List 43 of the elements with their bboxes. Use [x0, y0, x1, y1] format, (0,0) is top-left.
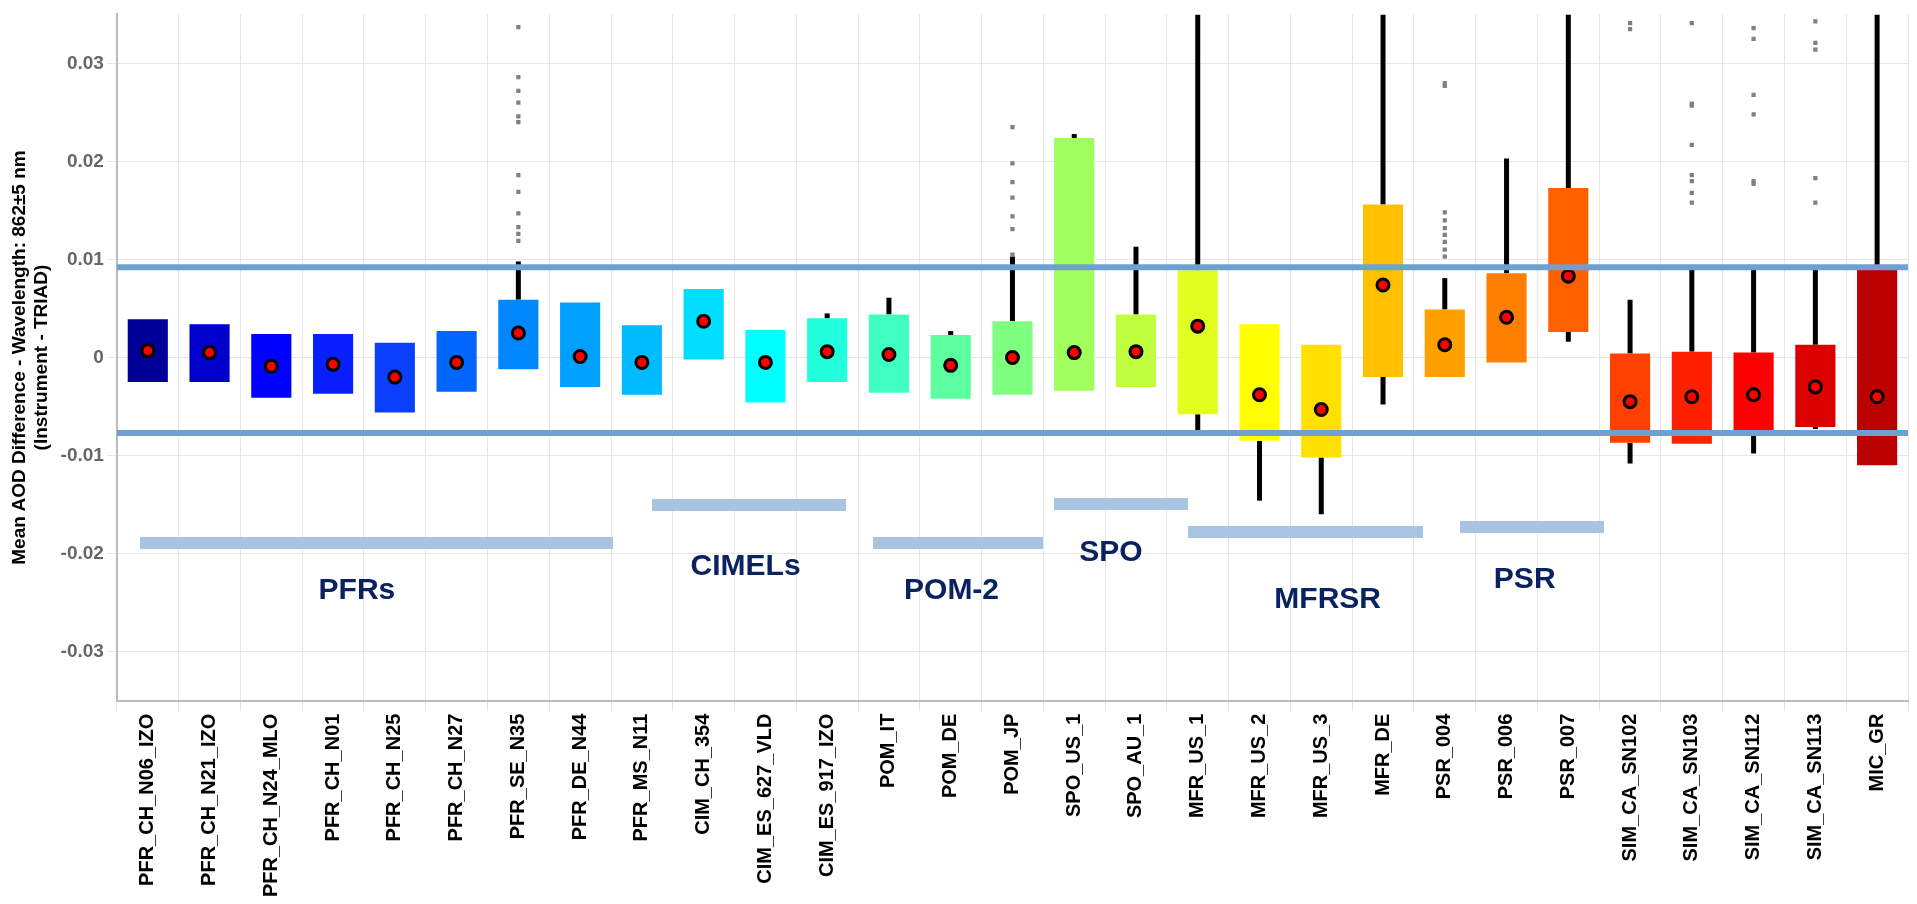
x-tick-label: POM_DE [938, 713, 961, 799]
y-tick-label: 0.01 [66, 247, 105, 269]
x-tick-label: MFR_US_3 [1308, 713, 1331, 819]
y-tick-label: 0 [93, 345, 104, 367]
x-tick-label: PFR_DE_N44 [567, 712, 590, 841]
annotation: PSR [1493, 560, 1556, 595]
x-tick-label: PFR_CH_N27 [444, 713, 467, 842]
x-tick-label: MFR_US_1 [1185, 713, 1208, 819]
x-tick-label: MIC_GR [1864, 713, 1887, 792]
x-tick-label: CIM_CH_354 [691, 712, 714, 835]
x-tick-label: SIM_CA_SN113 [1802, 713, 1825, 861]
x-tick-label: CIM_ES_917_IZO [814, 713, 837, 878]
annotation: PFRs [318, 571, 396, 606]
x-tick-label: SPO_US_1 [1061, 713, 1084, 818]
y-tick-label: 0.03 [66, 51, 104, 73]
y-axis-title: Mean AOD Difference - Wavelength: 862±5 nm (Instrument - TRIAD) [7, 150, 52, 565]
x-tick-label: PFR_CH_N24_MLO [258, 713, 281, 898]
x-tick-label: PFR_CH_N01 [320, 713, 343, 842]
x-tick-label: SPO_AU_1 [1123, 713, 1146, 819]
y-tick-label: -0.01 [60, 443, 105, 465]
x-tick-label: SIM_CA_SN112 [1741, 713, 1764, 861]
x-tick-label: POM_JP [999, 713, 1022, 795]
x-tick-label: PSR_007 [1555, 713, 1578, 800]
annotation: SPO [1079, 534, 1143, 569]
x-tick-label: SIM_CA_SN103 [1679, 713, 1702, 862]
y-tick-label: 0.02 [66, 149, 104, 171]
x-tick-label: PFR_CH_N25 [382, 713, 405, 842]
x-tick-label: PFR_SE_N35 [505, 713, 528, 840]
y-tick-label: -0.02 [60, 541, 104, 563]
x-tick-label: CIM_ES_627_VLD [752, 713, 775, 884]
x-tick-label: SIM_CA_SN102 [1617, 713, 1640, 862]
x-tick-label: PFR_CH_N21_IZO [197, 713, 220, 886]
y-tick-label: -0.03 [60, 639, 104, 661]
x-tick-label: PSR_004 [1432, 712, 1455, 800]
annotation: POM-2 [904, 571, 1000, 606]
x-tick-label: PFR_CH_N06_IZO [135, 713, 158, 886]
x-tick-label: POM_IT [876, 713, 899, 789]
annotation: CIMELs [690, 548, 801, 583]
annotation: MFRSR [1274, 581, 1381, 616]
x-tick-label: PFR_MS_N11 [629, 713, 652, 842]
x-tick-label: PSR_006 [1494, 713, 1517, 800]
x-tick-label: MFR_DE [1370, 713, 1393, 796]
x-tick-label: MFR_US_2 [1247, 713, 1270, 819]
